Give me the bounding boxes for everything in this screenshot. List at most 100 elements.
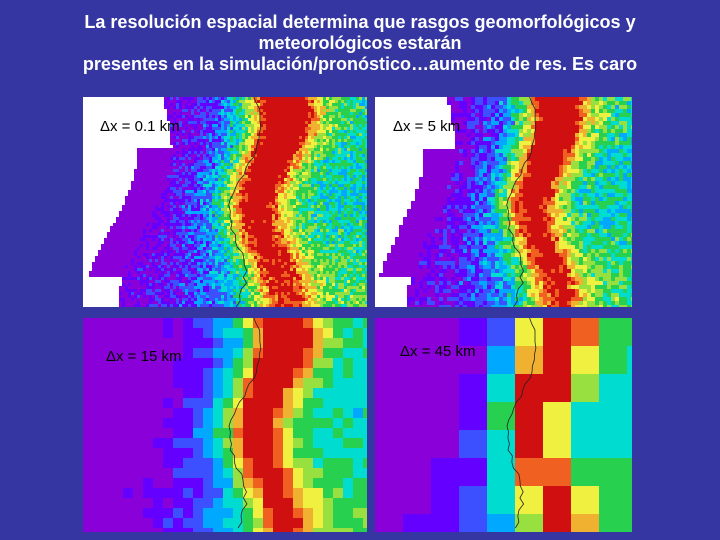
- terrain-cell: [266, 208, 269, 211]
- terrain-cell: [230, 274, 233, 277]
- terrain-cell: [161, 229, 164, 232]
- terrain-cell: [119, 226, 122, 229]
- terrain-cell: [236, 280, 239, 283]
- terrain-cell: [269, 226, 272, 229]
- terrain-cell: [101, 250, 104, 253]
- terrain-cell: [185, 271, 188, 274]
- terrain-cell: [215, 280, 218, 283]
- terrain-cell: [203, 106, 206, 109]
- terrain-cell: [272, 247, 275, 250]
- terrain-cell: [293, 259, 296, 262]
- terrain-cell: [257, 268, 260, 271]
- terrain-cell: [326, 280, 329, 283]
- terrain-cell: [227, 256, 230, 259]
- terrain-cell: [248, 262, 251, 265]
- terrain-cell: [173, 190, 176, 193]
- terrain-cell: [170, 229, 173, 232]
- terrain-cell: [257, 148, 260, 151]
- terrain-cell: [209, 169, 212, 172]
- terrain-cell: [344, 190, 347, 193]
- terrain-cell: [203, 256, 206, 259]
- terrain-cell: [236, 121, 239, 124]
- terrain-cell: [302, 166, 305, 169]
- terrain-cell: [332, 151, 335, 154]
- terrain-cell: [104, 241, 107, 244]
- terrain-cell: [149, 238, 152, 241]
- terrain-cell: [257, 160, 260, 163]
- terrain-cell: [353, 229, 356, 232]
- terrain-cell: [143, 187, 146, 190]
- terrain-cell: [266, 121, 269, 124]
- terrain-cell: [152, 235, 155, 238]
- terrain-cell: [257, 151, 260, 154]
- terrain-cell: [266, 217, 269, 220]
- terrain-cell: [179, 220, 182, 223]
- terrain-cell: [332, 130, 335, 133]
- terrain-cell: [155, 238, 158, 241]
- terrain-cell: [164, 184, 167, 187]
- terrain-cell: [266, 106, 269, 109]
- terrain-cell: [335, 196, 338, 199]
- terrain-cell: [251, 283, 254, 286]
- terrain-cell: [206, 139, 209, 142]
- terrain-cell: [110, 274, 113, 277]
- terrain-cell: [176, 247, 179, 250]
- terrain-cell: [338, 202, 341, 205]
- terrain-cell: [230, 268, 233, 271]
- terrain-cell: [347, 214, 350, 217]
- terrain-cell: [305, 283, 308, 286]
- terrain-cell: [182, 250, 185, 253]
- terrain-cell: [311, 190, 314, 193]
- terrain-cell: [230, 241, 233, 244]
- terrain-cell: [140, 238, 143, 241]
- terrain-cell: [302, 103, 305, 106]
- terrain-cell: [107, 235, 110, 238]
- terrain-cell: [329, 184, 332, 187]
- terrain-cell: [275, 109, 278, 112]
- terrain-cell: [233, 154, 236, 157]
- terrain-cell: [230, 100, 233, 103]
- terrain-cell: [335, 274, 338, 277]
- terrain-cell: [260, 130, 263, 133]
- terrain-cell: [143, 286, 146, 289]
- terrain-cell: [221, 220, 224, 223]
- terrain-cell: [299, 211, 302, 214]
- terrain-cell: [347, 157, 350, 160]
- terrain-cell: [296, 181, 299, 184]
- terrain-cell: [161, 250, 164, 253]
- terrain-cell: [134, 268, 137, 271]
- terrain-cell: [161, 268, 164, 271]
- terrain-cell: [182, 184, 185, 187]
- terrain-cell: [347, 196, 350, 199]
- terrain-cell: [248, 178, 251, 181]
- terrain-cell: [221, 190, 224, 193]
- terrain-cell: [218, 253, 221, 256]
- terrain-cell: [209, 181, 212, 184]
- terrain-cell: [356, 163, 359, 166]
- terrain-cell: [206, 145, 209, 148]
- terrain-cell: [218, 100, 221, 103]
- terrain-cell: [254, 283, 257, 286]
- terrain-cell: [287, 118, 290, 121]
- terrain-cell: [263, 247, 266, 250]
- terrain-cell: [287, 205, 290, 208]
- terrain-cell: [113, 256, 116, 259]
- terrain-cell: [230, 139, 233, 142]
- terrain-cell: [341, 232, 344, 235]
- terrain-cell: [149, 163, 152, 166]
- terrain-cell: [128, 256, 131, 259]
- terrain-cell: [188, 148, 191, 151]
- terrain-cell: [239, 103, 242, 106]
- terrain-cell: [191, 139, 194, 142]
- terrain-cell: [239, 163, 242, 166]
- terrain-cell: [338, 208, 341, 211]
- terrain-cell: [173, 118, 176, 121]
- terrain-cell: [350, 115, 353, 118]
- terrain-cell: [170, 199, 173, 202]
- terrain-cell: [188, 142, 191, 145]
- terrain-cell: [353, 97, 356, 100]
- terrain-cell: [284, 262, 287, 265]
- terrain-cell: [308, 190, 311, 193]
- terrain-cell: [206, 256, 209, 259]
- terrain-cell: [188, 187, 191, 190]
